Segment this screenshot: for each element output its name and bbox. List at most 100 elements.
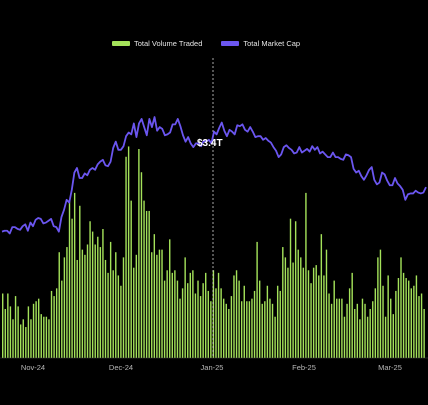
volume-bar xyxy=(202,283,204,358)
legend-item-market-cap[interactable]: Total Market Cap xyxy=(221,39,300,48)
volume-bar xyxy=(50,290,53,358)
volume-bar xyxy=(73,192,76,358)
volume-bar xyxy=(4,308,6,358)
volume-bar xyxy=(276,285,279,358)
volume-bar xyxy=(292,262,294,358)
volume-bar xyxy=(274,316,276,358)
legend-label-market-cap: Total Market Cap xyxy=(243,38,301,48)
volume-bar xyxy=(423,308,425,358)
volume-bar xyxy=(212,270,215,358)
volume-bar xyxy=(318,275,320,358)
volume-bar xyxy=(102,229,104,358)
volume-bar xyxy=(243,285,245,358)
volume-bar xyxy=(171,272,174,358)
volume-bar xyxy=(61,280,63,358)
volume-bar xyxy=(287,267,289,358)
x-axis-tick-labels: Nov-24 Dec-24 Jan-25 Feb-25 Mar-25 xyxy=(21,363,402,372)
volume-bar xyxy=(338,298,341,358)
volume-bar xyxy=(284,257,287,358)
volume-bar xyxy=(30,319,32,358)
x-tick-label: Dec-24 xyxy=(109,363,133,372)
volume-bar xyxy=(325,249,328,358)
volume-bar xyxy=(120,285,122,358)
legend-label-volume: Total Volume Traded xyxy=(134,38,203,48)
crosshair-value-label: $3.4T xyxy=(197,138,223,149)
volume-bar xyxy=(148,210,150,358)
volume-bar xyxy=(14,296,17,358)
volume-bar xyxy=(68,200,71,358)
volume-bar xyxy=(112,270,114,358)
volume-bar xyxy=(315,265,317,358)
volume-bar xyxy=(235,270,238,358)
volume-bar xyxy=(161,249,163,358)
volume-bar xyxy=(192,270,194,358)
volume-bar xyxy=(240,301,243,358)
volume-bar xyxy=(307,270,310,358)
volume-bar xyxy=(248,301,251,358)
volume-bar xyxy=(181,288,184,358)
volume-bar xyxy=(117,275,120,358)
volume-bar xyxy=(220,288,222,358)
volume-bar xyxy=(7,293,9,358)
volume-bar xyxy=(145,210,148,358)
volume-bar xyxy=(256,241,258,358)
volume-bar xyxy=(251,298,253,358)
volume-bar xyxy=(408,280,410,358)
volume-bar xyxy=(379,249,382,358)
volume-bar xyxy=(305,192,307,358)
volume-bar xyxy=(397,278,400,358)
volume-bar xyxy=(176,280,179,358)
volume-bar xyxy=(94,244,96,358)
volume-bar xyxy=(207,290,209,358)
volume-bar xyxy=(17,306,19,358)
volume-bar xyxy=(66,247,68,358)
volume-bar xyxy=(97,236,99,358)
volume-bar xyxy=(374,288,377,358)
legend: Total Volume Traded Total Market Cap xyxy=(112,36,319,50)
volume-bar xyxy=(418,296,420,358)
volume-bar xyxy=(246,301,248,358)
volume-bar xyxy=(372,301,374,358)
volume-bar xyxy=(420,293,423,358)
volume-bar xyxy=(43,316,45,358)
volume-bar xyxy=(233,275,235,358)
volume-bar xyxy=(333,280,335,358)
volume-bar xyxy=(107,272,109,358)
volume-bar xyxy=(63,257,66,358)
volume-bar xyxy=(55,288,58,358)
volume-bar xyxy=(323,275,325,358)
volume-bar xyxy=(341,298,343,358)
volume-bar xyxy=(86,244,89,358)
x-tick-label: Feb-25 xyxy=(292,363,316,372)
volume-bar xyxy=(12,319,14,358)
volume-bar xyxy=(312,267,315,358)
volume-bar xyxy=(158,249,161,358)
legend-swatch-volume xyxy=(112,40,130,46)
volume-bar xyxy=(354,308,356,358)
volume-bar xyxy=(359,319,361,358)
volume-bar xyxy=(228,308,230,358)
volume-bar xyxy=(89,221,91,358)
volume-bar xyxy=(294,221,297,358)
volume-bar xyxy=(125,156,127,358)
volume-bar xyxy=(79,205,81,358)
legend-item-volume[interactable]: Total Volume Traded xyxy=(112,39,202,48)
volume-bar xyxy=(35,301,37,358)
volume-bar xyxy=(99,247,102,358)
volume-bar xyxy=(210,301,212,358)
volume-bar xyxy=(163,280,166,358)
volume-bar xyxy=(405,278,407,358)
volume-bar xyxy=(300,257,302,358)
market-cap-line xyxy=(1,116,427,235)
volume-bar xyxy=(205,272,207,358)
volume-bar xyxy=(222,298,225,358)
volume-bar xyxy=(199,296,202,358)
volume-bar xyxy=(336,298,338,358)
volume-bar xyxy=(179,298,181,358)
legend-swatch-market-cap xyxy=(221,40,240,46)
volume-bar xyxy=(197,280,199,358)
x-tick-label: Jan-25 xyxy=(201,363,224,372)
volume-bar xyxy=(9,306,12,358)
volume-bar xyxy=(2,293,4,358)
